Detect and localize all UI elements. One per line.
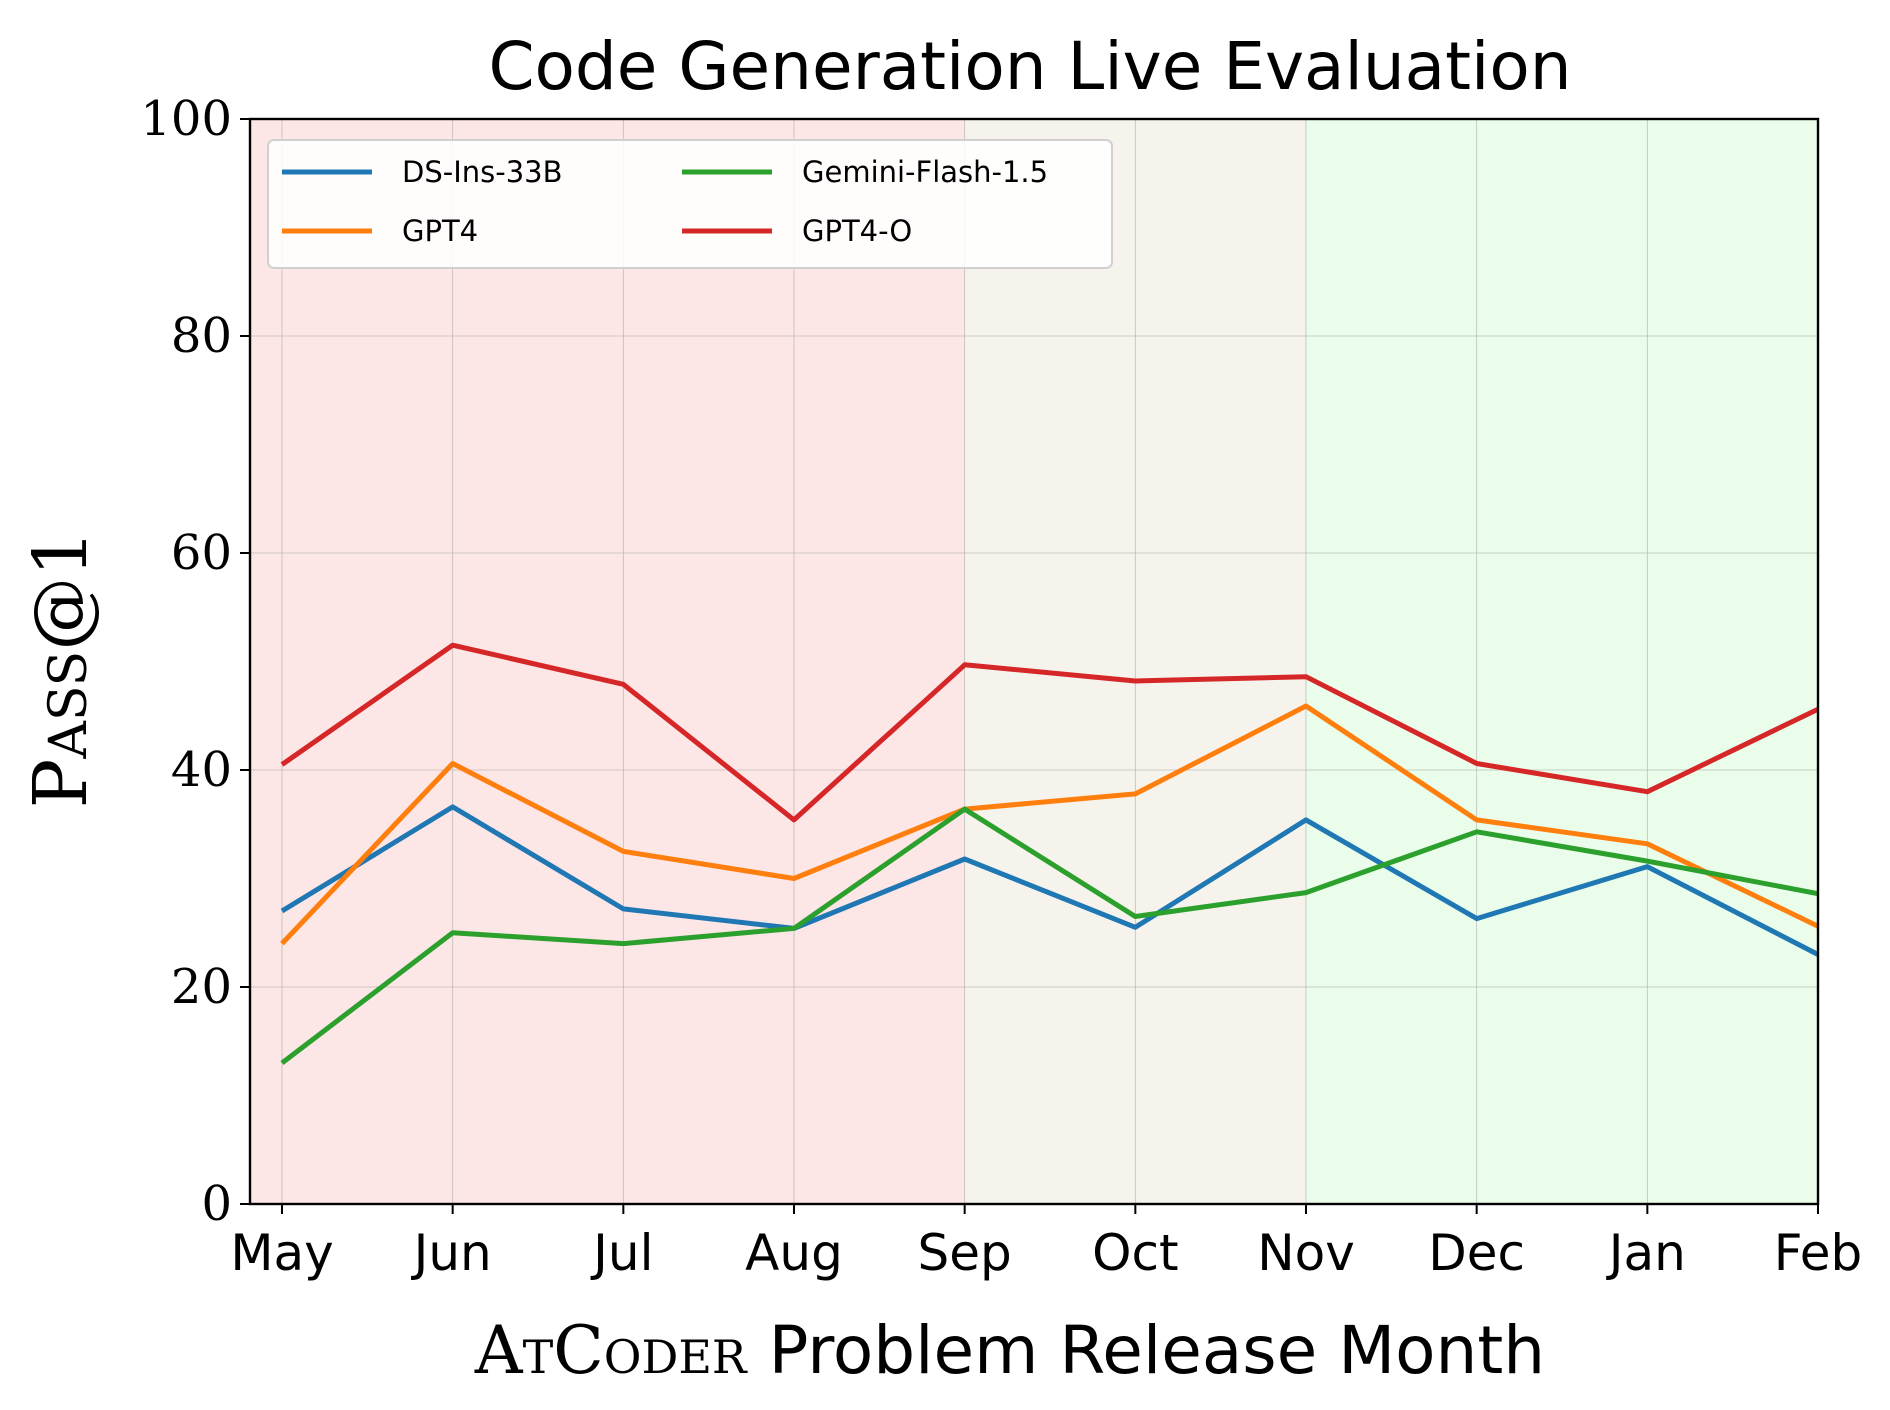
plot-frame xyxy=(248,117,1820,1206)
x-tick-label: Aug xyxy=(745,1224,843,1282)
y-tick-label: 80 xyxy=(171,308,232,364)
x-tick-label: Feb xyxy=(1774,1224,1863,1282)
series-line-gpt4 xyxy=(280,703,1820,946)
legend-label-gemini-flash-1-5: Gemini-Flash-1.5 xyxy=(802,155,1048,189)
legend-label-gpt4-o: GPT4-O xyxy=(802,214,912,248)
series-line-ds-ins-33b xyxy=(280,804,1820,957)
x-tick-label: Sep xyxy=(918,1224,1012,1282)
y-tick-label: 40 xyxy=(171,742,232,798)
legend-label-gpt4: GPT4 xyxy=(402,214,478,248)
x-tick-label: Nov xyxy=(1257,1224,1355,1282)
background-bands xyxy=(250,119,1818,1204)
axis-ticks xyxy=(240,118,1819,1214)
x-tick-label: Jan xyxy=(1606,1224,1686,1282)
y-tick-label: 100 xyxy=(140,91,232,147)
x-tick-label: Jul xyxy=(590,1224,653,1282)
x-axis-label-suffix: Problem Release Month xyxy=(769,1312,1546,1389)
x-tick-label: Jun xyxy=(411,1224,492,1282)
x-tick-label: May xyxy=(230,1224,333,1282)
series-line-gemini-flash-1-5 xyxy=(280,806,1819,1065)
series-lines xyxy=(280,642,1820,1065)
background-band xyxy=(1306,119,1818,1204)
legend: DS-Ins-33B GPT4 Gemini-Flash-1.5 GPT4-O xyxy=(267,139,1113,269)
series-line-gpt4-o xyxy=(280,642,1820,823)
x-axis-label-prefix: AtCoder xyxy=(474,1312,748,1389)
x-tick-label: Dec xyxy=(1428,1224,1525,1282)
y-tick-label: 20 xyxy=(171,959,232,1015)
y-tick-label: 60 xyxy=(171,525,232,581)
y-tick-label: 0 xyxy=(201,1176,232,1232)
x-tick-label: Oct xyxy=(1092,1224,1178,1282)
legend-box xyxy=(267,139,1113,269)
x-tick-labels: May Jun Jul Aug Sep Oct Nov Dec Jan Feb xyxy=(230,1224,1862,1282)
legend-label-ds-ins-33b: DS-Ins-33B xyxy=(402,155,563,189)
y-axis-label: Pass@1 xyxy=(18,530,104,809)
x-axis-label: AtCoder Problem Release Month xyxy=(474,1312,1545,1389)
chart-title: Code Generation Live Evaluation xyxy=(488,28,1571,105)
background-band xyxy=(250,119,965,1204)
y-tick-labels: 0 20 40 60 80 100 xyxy=(140,91,232,1232)
